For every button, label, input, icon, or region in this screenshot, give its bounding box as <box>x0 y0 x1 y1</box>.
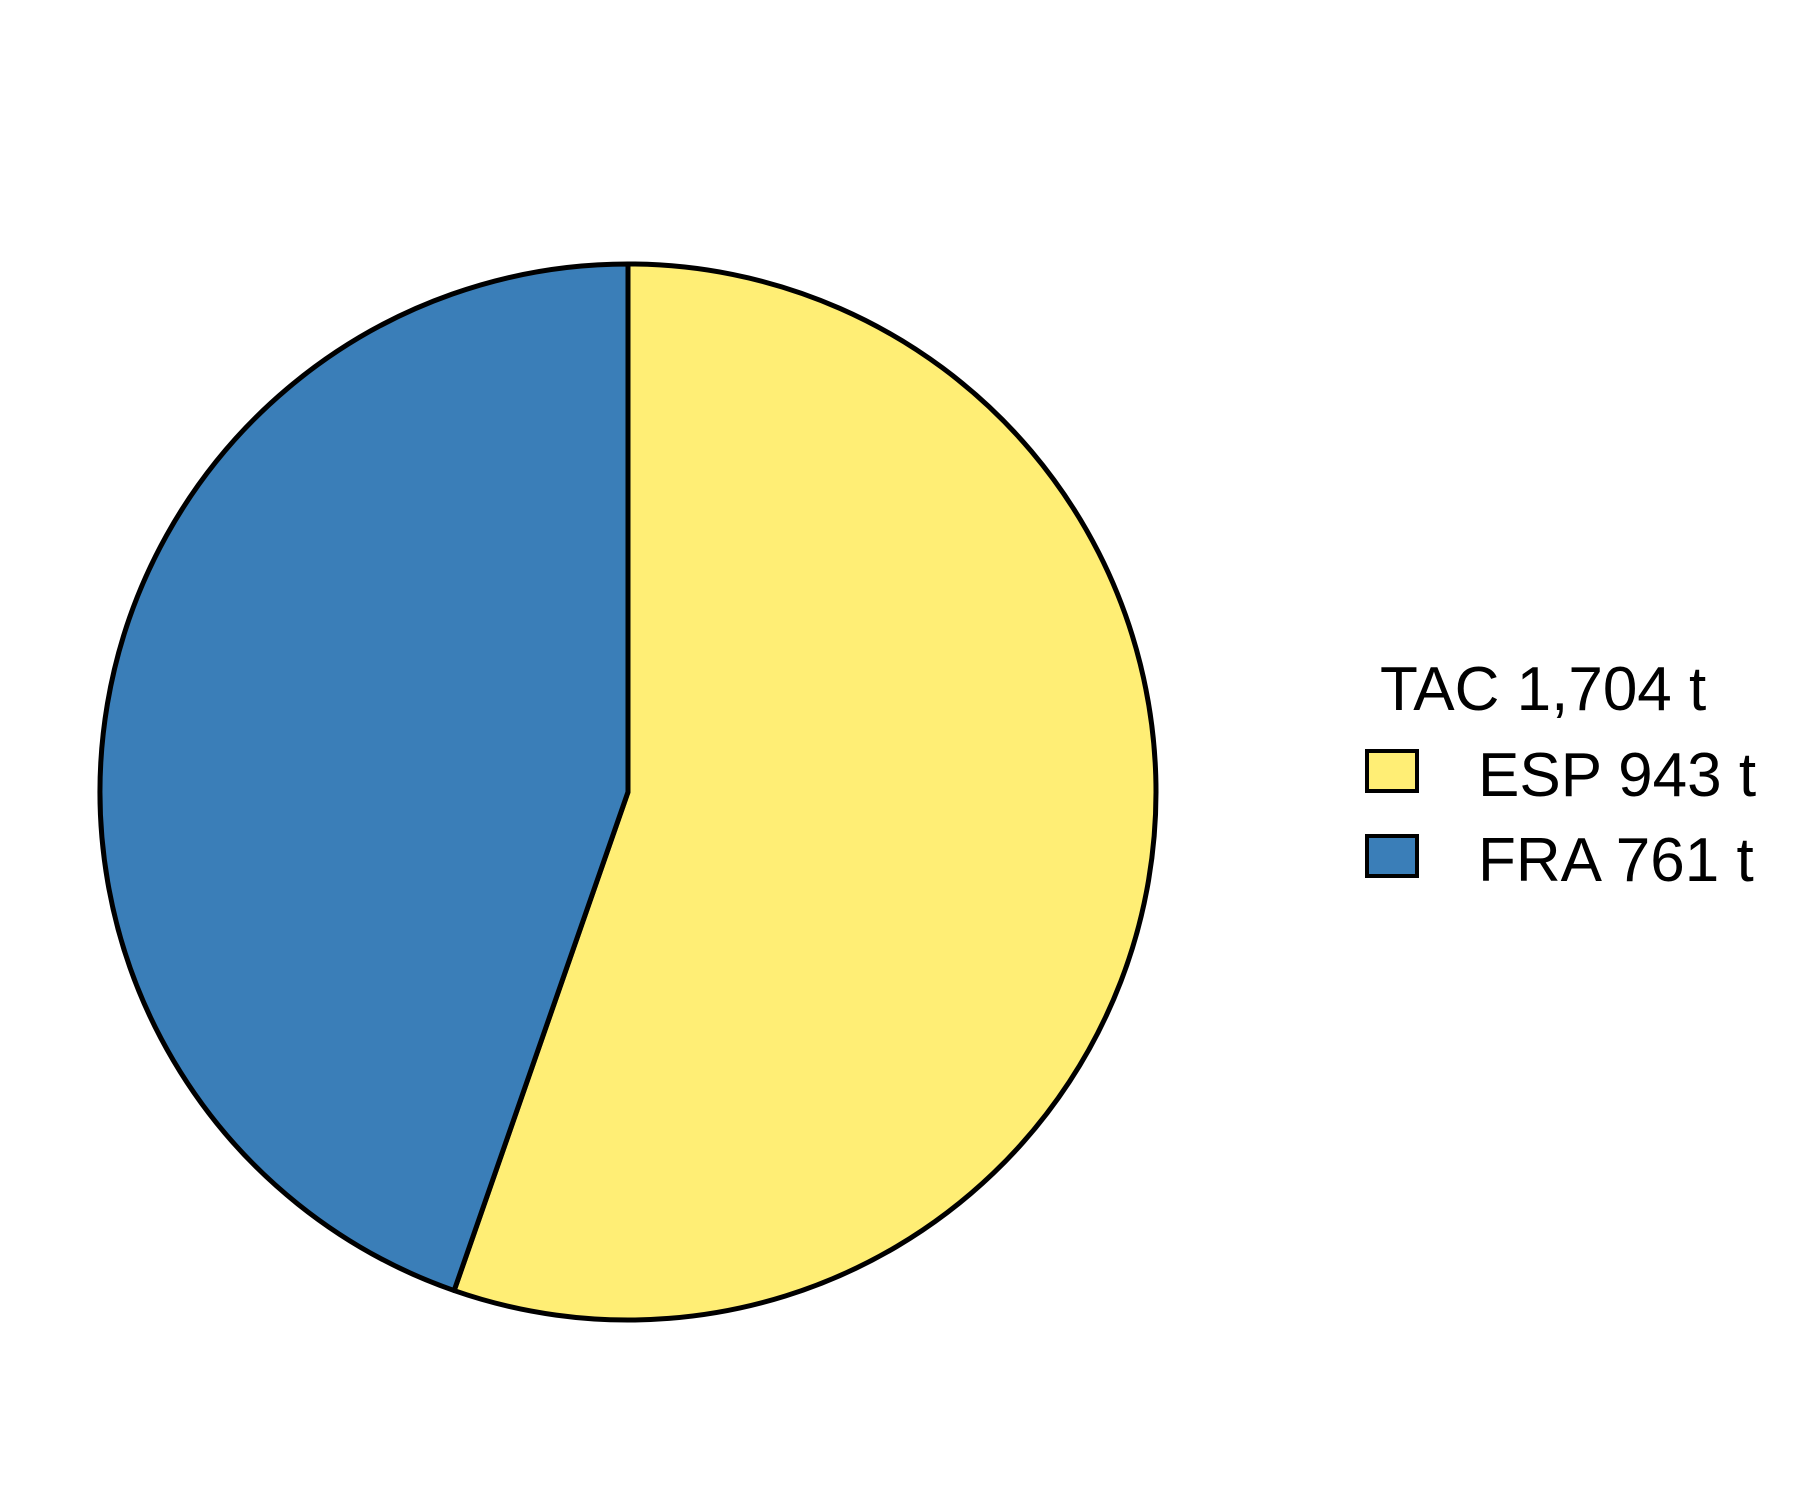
legend-items: ESP 943 t FRA 761 t <box>1365 741 1756 895</box>
legend-title: TAC 1,704 t <box>1380 655 1706 724</box>
legend-label-fra: FRA 761 t <box>1478 826 1754 895</box>
legend-swatch-fra <box>1365 834 1419 878</box>
pie-slices <box>97 261 1159 1323</box>
legend: TAC 1,704 t ESP 943 t FRA 761 t <box>1365 655 1756 895</box>
pie-slice-fra <box>97 261 631 1294</box>
legend-swatch-esp <box>1365 749 1419 793</box>
legend-label-esp: ESP 943 t <box>1478 741 1756 810</box>
